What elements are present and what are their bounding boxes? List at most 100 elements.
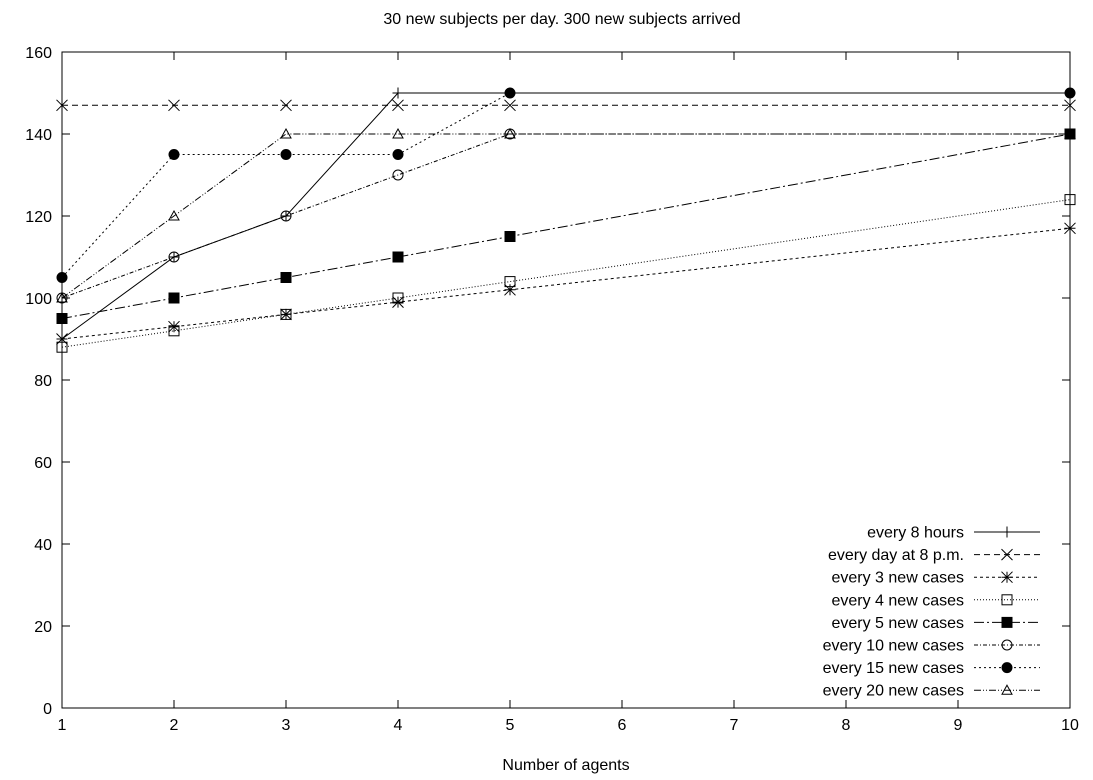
x-tick-label: 3 xyxy=(282,717,291,734)
series-1 xyxy=(56,87,1076,345)
data-point xyxy=(504,283,516,296)
legend-item: every 15 new cases xyxy=(823,660,1040,677)
legend-marker xyxy=(1001,662,1013,674)
series-line xyxy=(61,227,1071,340)
data-point xyxy=(280,210,292,222)
data-point xyxy=(280,210,292,222)
data-point xyxy=(168,99,180,112)
y-tick-label: 100 xyxy=(25,291,52,308)
series-7 xyxy=(56,87,1076,283)
data-point xyxy=(280,272,292,283)
legend-item: every 10 new cases xyxy=(823,638,1040,655)
legend-label: every day at 8 p.m. xyxy=(828,547,964,564)
data-point xyxy=(1064,222,1076,235)
data-point xyxy=(168,320,180,333)
x-tick-label: 1 xyxy=(58,717,67,734)
series-3 xyxy=(56,222,1076,345)
x-axis-label: Number of agents xyxy=(502,757,629,774)
legend-marker xyxy=(1001,616,1013,628)
series-line xyxy=(61,133,1071,319)
x-tick-label: 5 xyxy=(506,717,515,734)
series-line xyxy=(61,92,1070,340)
data-point xyxy=(56,313,68,324)
y-tick-label: 80 xyxy=(34,373,52,390)
legend-label: every 5 new cases xyxy=(831,615,964,632)
x-tick-label: 7 xyxy=(730,717,739,734)
data-point xyxy=(168,149,180,160)
legend-item: every 8 hours xyxy=(867,525,1040,542)
series-line xyxy=(61,92,1070,278)
data-point xyxy=(168,292,180,304)
series-group xyxy=(56,87,1076,353)
data-point xyxy=(168,325,180,337)
data-point xyxy=(56,291,68,303)
legend-marker xyxy=(1001,684,1013,695)
y-tick-label: 160 xyxy=(25,45,52,62)
x-tick-label: 2 xyxy=(170,717,179,734)
y-tick-label: 20 xyxy=(34,619,52,636)
data-point xyxy=(392,99,404,112)
legend: every 8 hours every day at 8 p.m. every 3 … xyxy=(823,525,1040,700)
y-tick-label: 120 xyxy=(25,209,52,226)
series-6 xyxy=(56,128,1076,304)
data-point xyxy=(392,292,404,304)
x-tick-label: 9 xyxy=(954,717,963,734)
y-tick-label: 60 xyxy=(34,455,52,472)
x-tick-label: 6 xyxy=(618,717,627,734)
legend-label: every 20 new cases xyxy=(823,683,964,700)
legend-marker xyxy=(1001,526,1013,538)
data-point xyxy=(1064,127,1076,139)
legend-marker xyxy=(1001,548,1013,561)
data-point xyxy=(56,99,68,112)
legend-label: every 10 new cases xyxy=(823,638,964,655)
data-point xyxy=(504,127,516,139)
legend-item: every 3 new cases xyxy=(831,570,1040,587)
data-point xyxy=(392,127,404,139)
series-line xyxy=(61,133,1070,299)
data-point xyxy=(280,308,292,321)
data-point xyxy=(280,127,292,139)
series-line xyxy=(61,133,1070,299)
data-point xyxy=(392,87,404,99)
x-tick-label: 8 xyxy=(842,717,851,734)
data-point xyxy=(392,149,404,160)
legend-label: every 4 new cases xyxy=(831,592,964,609)
data-point xyxy=(168,209,180,221)
data-point xyxy=(392,296,404,308)
legend-item: every 5 new cases xyxy=(831,615,1040,632)
data-point xyxy=(168,251,180,263)
legend-item: every 4 new cases xyxy=(831,592,1040,609)
data-point xyxy=(280,99,292,112)
y-tick-label: 0 xyxy=(43,701,52,718)
series-line xyxy=(61,199,1071,348)
data-point xyxy=(504,87,516,99)
data-point xyxy=(392,251,404,263)
data-point xyxy=(56,333,68,345)
data-point xyxy=(280,308,292,320)
data-point xyxy=(504,231,516,242)
legend-item: every day at 8 p.m. xyxy=(828,547,1040,564)
legend-item: every 20 new cases xyxy=(823,683,1040,700)
x-tick-label: 4 xyxy=(394,717,403,734)
series-2 xyxy=(56,99,1076,112)
data-point xyxy=(392,169,404,181)
y-tick-label: 140 xyxy=(25,127,52,144)
data-point xyxy=(280,149,292,160)
data-point xyxy=(504,276,516,288)
data-point xyxy=(504,99,516,112)
series-4 xyxy=(56,194,1076,353)
data-point xyxy=(1064,87,1076,99)
plot-frame xyxy=(61,51,1071,709)
data-point xyxy=(1064,194,1076,206)
series-8 xyxy=(56,127,1076,303)
legend-marker xyxy=(1001,594,1013,606)
y-tick-label: 40 xyxy=(34,537,52,554)
data-point xyxy=(56,341,68,353)
series-5 xyxy=(56,128,1076,324)
x-tick-label: 10 xyxy=(1061,717,1079,734)
legend-marker xyxy=(1001,639,1013,651)
legend-label: every 3 new cases xyxy=(831,570,964,587)
legend-label: every 15 new cases xyxy=(823,660,964,677)
